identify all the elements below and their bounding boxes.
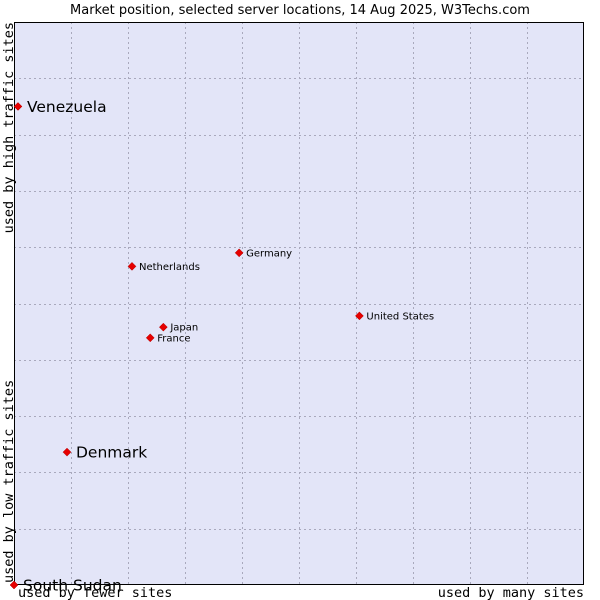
point-marker-netherlands [127, 261, 137, 271]
data-points: Venezuela Germany Netherlands United States… [9, 98, 434, 595]
x-axis-high-label: used by many sites [438, 585, 584, 600]
point-marker-japan [158, 322, 168, 332]
point-label-germany: Germany [246, 248, 292, 259]
point-label-denmark: Denmark [76, 444, 147, 462]
y-axis-high-label: used by high traffic sites [1, 22, 17, 233]
point-marker-venezuela [13, 102, 23, 111]
chart-title: Market position, selected server locatio… [70, 3, 530, 18]
point-label-venezuela: Venezuela [27, 98, 107, 116]
x-axis-low-label: used by fewer sites [18, 585, 172, 600]
point-label-japan: Japan [169, 323, 198, 334]
point-label-south-sudan: South Sudan [23, 577, 122, 595]
grid-lines [14, 22, 584, 585]
y-axis-low-label: used by low traffic sites [1, 380, 17, 583]
point-marker-denmark [62, 447, 72, 457]
plot-border [14, 22, 584, 585]
point-marker-germany [234, 248, 244, 258]
point-label-netherlands: Netherlands [139, 262, 200, 273]
point-label-united-states: United States [366, 311, 434, 322]
point-marker-france [145, 333, 155, 343]
point-label-france: France [157, 333, 190, 344]
point-marker-united-states [355, 311, 364, 321]
point-marker-south-sudan [9, 580, 19, 590]
